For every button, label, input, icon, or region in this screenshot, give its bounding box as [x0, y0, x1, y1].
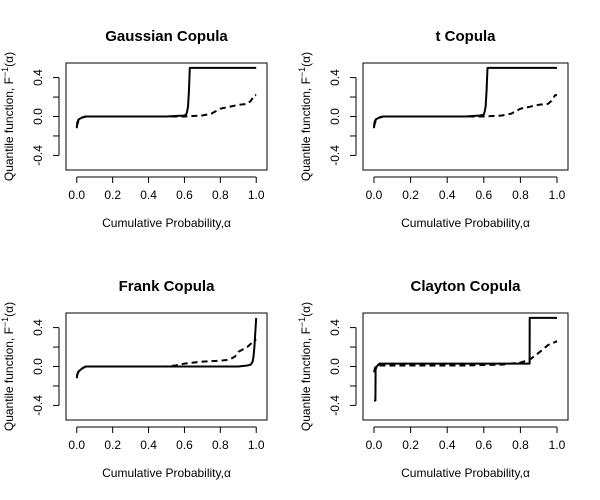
y-tick-label: 0.4 [328, 69, 342, 86]
solid-series-line [374, 316, 557, 402]
plot-frame [65, 312, 268, 421]
x-axis-label: Cumulative Probability,α [102, 216, 231, 230]
x-tick-label: 1.0 [248, 438, 265, 452]
x-tick-label: 0.6 [176, 438, 193, 452]
x-tick-label: 0.8 [212, 188, 229, 202]
y-tick-label: -0.4 [328, 395, 342, 416]
x-tick-label: 0.6 [176, 188, 193, 202]
x-tick-label: 0.8 [512, 188, 529, 202]
solid-series-line [75, 66, 257, 129]
y-axis-label: Quantile function, F−1(α) [297, 302, 313, 431]
plot-frame [65, 62, 268, 171]
chart-title: Gaussian Copula [105, 28, 228, 45]
x-tick-label: 0.0 [68, 438, 85, 452]
x-axis-label: Cumulative Probability,α [102, 466, 231, 480]
chart-title: Clayton Copula [410, 278, 521, 295]
x-axis-label: Cumulative Probability,α [401, 466, 530, 480]
dashed-series-line [75, 338, 257, 377]
y-tick-label: 0.4 [31, 69, 45, 86]
solid-series-line [75, 317, 258, 379]
dashed-series-line [373, 94, 557, 127]
x-tick-label: 0.0 [366, 438, 383, 452]
x-tick-label: 0.0 [366, 188, 383, 202]
x-tick-label: 1.0 [549, 188, 566, 202]
dashed-series-line [75, 94, 257, 127]
x-tick-label: 0.4 [140, 438, 157, 452]
y-tick-label: 0.0 [328, 108, 342, 125]
x-tick-label: 0.2 [104, 438, 121, 452]
dashed-series-line [373, 340, 558, 373]
y-axis-label: Quantile function, F−1(α) [0, 52, 16, 181]
y-tick-label: -0.4 [31, 395, 45, 416]
x-tick-label: 0.4 [140, 188, 157, 202]
x-tick-label: 0.6 [475, 188, 492, 202]
y-tick-label: -0.4 [328, 145, 342, 166]
x-tick-label: 0.6 [475, 438, 492, 452]
x-tick-label: 0.4 [439, 188, 456, 202]
chart-panel: Frank Copula 0.0 0.2 0.4 0.6 0.8 1.0 -0.4 0.0 0.4… [0, 278, 268, 480]
solid-series-line [373, 66, 557, 129]
x-tick-label: 0.2 [402, 188, 419, 202]
x-tick-label: 1.0 [248, 188, 265, 202]
x-tick-label: 0.4 [439, 438, 456, 452]
x-axis-label: Cumulative Probability,α [401, 216, 530, 230]
chart-title: t Copula [436, 28, 497, 45]
y-tick-label: 0.4 [31, 319, 45, 336]
y-tick-label: 0.0 [31, 108, 45, 125]
x-tick-label: 0.8 [512, 438, 529, 452]
x-tick-label: 0.2 [402, 438, 419, 452]
chart-panel: Clayton Copula 0.0 0.2 0.4 0.6 0.8 1.0 -0.4 0.0 0… [297, 278, 569, 480]
plot-frame [362, 312, 569, 421]
x-tick-label: 0.8 [212, 438, 229, 452]
x-tick-label: 0.0 [68, 188, 85, 202]
y-tick-label: 0.0 [328, 358, 342, 375]
chart-panel: t Copula 0.0 0.2 0.4 0.6 0.8 1.0 -0.4 0.0 0.4 Cumu… [297, 28, 569, 230]
y-axis-label: Quantile function, F−1(α) [0, 302, 16, 431]
y-axis-label: Quantile function, F−1(α) [297, 52, 313, 181]
x-tick-label: 1.0 [549, 438, 566, 452]
y-tick-label: 0.4 [328, 319, 342, 336]
y-tick-label: 0.0 [31, 358, 45, 375]
chart-title: Frank Copula [119, 278, 216, 295]
x-tick-label: 0.2 [104, 188, 121, 202]
y-tick-label: -0.4 [31, 145, 45, 166]
chart-panel: Gaussian Copula 0.0 0.2 0.4 0.6 0.8 1.0 -0.4 0.0… [0, 28, 268, 230]
plot-frame [362, 62, 569, 171]
